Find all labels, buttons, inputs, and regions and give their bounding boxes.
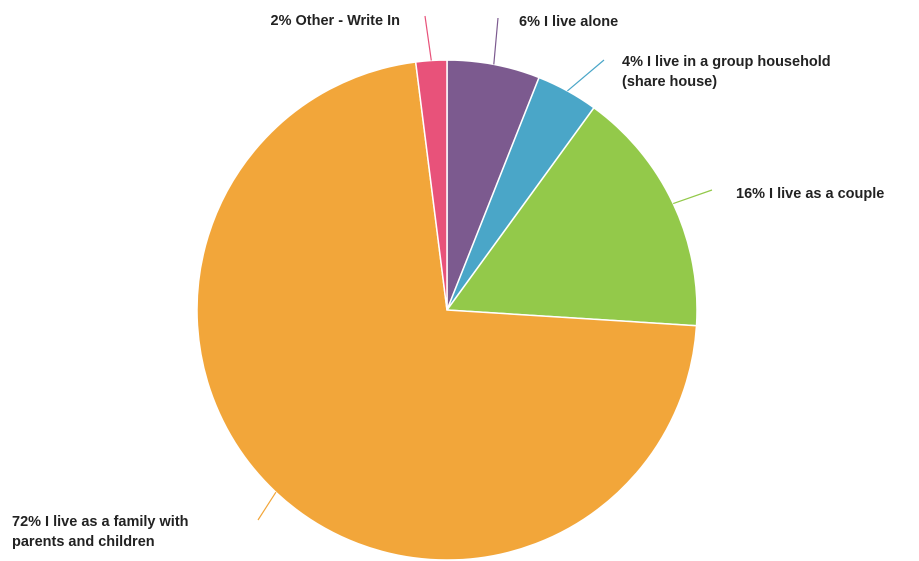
pie-slices: [196, 59, 698, 561]
slice-labels: 6% I live alone 4% I live in a group hous…: [12, 13, 884, 550]
leader-line: [424, 15, 432, 61]
slice-label: 72% I live as a family with parents and c…: [12, 514, 189, 550]
leader-line: [673, 189, 713, 205]
slice-label-line: 2% Other - Write In: [271, 13, 400, 29]
leader-line: [493, 17, 499, 65]
slice-label-line: 4% I live in a group household: [622, 54, 831, 70]
slice-label-line: 6% I live alone: [519, 14, 618, 30]
slice-label-line: 16% I live as a couple: [736, 186, 884, 202]
leader-line: [257, 491, 277, 521]
slice-label: 2% Other - Write In: [271, 13, 400, 29]
slice-label-line: 72% I live as a family with: [12, 514, 189, 530]
slice-label: 16% I live as a couple: [736, 186, 884, 202]
slice-label-line: parents and children: [12, 534, 155, 550]
leader-line: [567, 59, 605, 92]
leader-lines: [257, 15, 713, 521]
slice-label: 4% I live in a group household (share hou…: [622, 54, 831, 90]
slice-label-line: (share house): [622, 74, 717, 90]
slice-label: 6% I live alone: [519, 14, 618, 30]
